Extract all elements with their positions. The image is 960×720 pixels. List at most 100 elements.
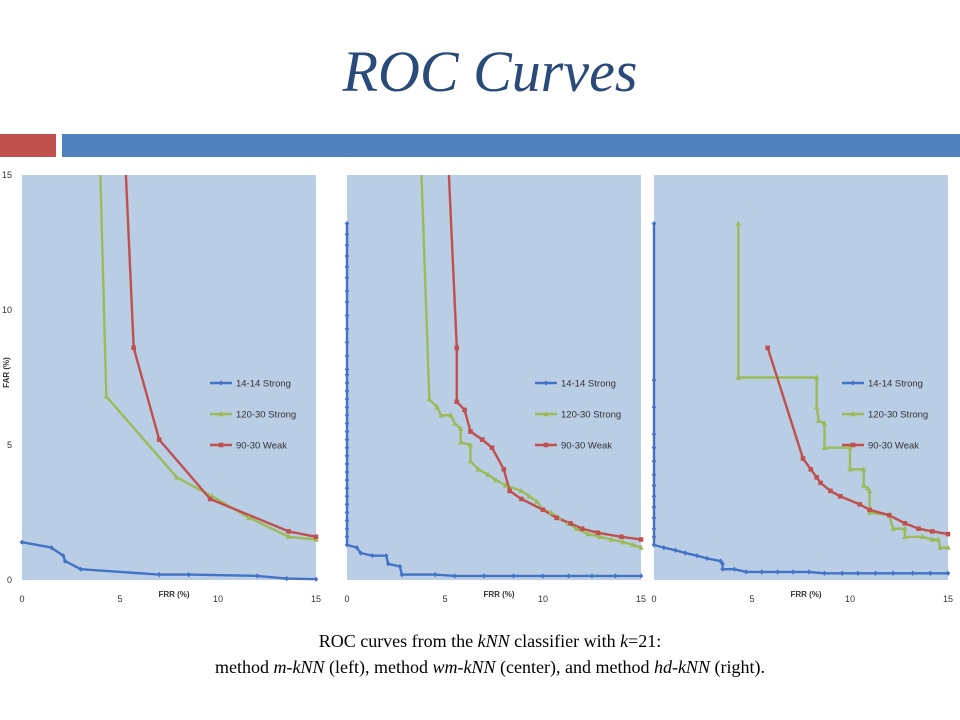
data-point [595, 530, 601, 536]
legend-label: 120-30 Strong [561, 410, 621, 421]
data-point [434, 404, 440, 410]
legend-label: 90-30 Weak [868, 441, 919, 452]
data-point [597, 533, 603, 539]
data-point [344, 509, 350, 516]
data-point [344, 437, 350, 443]
data-point [902, 525, 908, 531]
data-point [344, 412, 350, 418]
data-point [534, 498, 540, 504]
data-point [902, 533, 908, 539]
data-point [344, 420, 350, 426]
roc-chart-center: 0 5 10 15 FRR (%) 14-14 Strong 120-30 Strong 90… [344, 175, 646, 604]
data-point [573, 525, 580, 531]
data-point [502, 482, 509, 488]
data-point [507, 488, 512, 494]
data-point [548, 509, 554, 515]
data-point [735, 374, 742, 380]
caption-italic: kNN [477, 631, 510, 651]
data-point [543, 411, 549, 417]
x-tick-label: 15 [943, 594, 953, 604]
plot-area [347, 175, 641, 580]
x-tick-label: 15 [311, 594, 321, 604]
data-point [886, 512, 892, 518]
data-point [630, 541, 636, 548]
data-point [814, 475, 819, 480]
data-point [156, 437, 162, 442]
data-point [344, 428, 350, 435]
y-tick-label: 5 [7, 440, 12, 450]
data-point [526, 493, 533, 499]
data-point [566, 573, 571, 579]
x-axis-label: FRR (%) [790, 590, 821, 599]
data-point [432, 572, 438, 578]
data-point [673, 547, 678, 553]
data-point [890, 570, 896, 576]
data-point [929, 536, 936, 542]
data-point [937, 544, 943, 550]
data-point [813, 404, 820, 410]
data-point [438, 412, 444, 418]
caption-line-1: ROC curves from the kNN classifier with … [0, 628, 960, 654]
data-point [620, 539, 627, 545]
caption-italic: k [620, 631, 629, 651]
data-point [344, 453, 350, 459]
data-point [540, 507, 546, 513]
x-tick-label: 10 [845, 594, 855, 604]
data-point [720, 561, 725, 567]
data-point [651, 542, 657, 548]
data-point [608, 536, 615, 542]
data-point [847, 466, 853, 472]
data-point [344, 485, 350, 491]
data-point [344, 477, 350, 483]
data-point [489, 445, 495, 450]
data-point [866, 487, 873, 494]
data-point [661, 545, 667, 551]
data-point [397, 563, 403, 570]
plot-area [22, 175, 316, 580]
x-tick-label: 10 [213, 594, 223, 604]
caption-text: classifier with [509, 631, 621, 651]
x-axis-label: FRR (%) [158, 590, 189, 599]
caption-text: (center), and method [495, 657, 654, 677]
data-point [619, 534, 624, 540]
data-point [485, 471, 491, 477]
data-point [873, 570, 878, 576]
data-point [945, 544, 951, 550]
data-point [286, 529, 291, 534]
caption-text: ROC curves from the [318, 631, 478, 651]
data-point [815, 417, 822, 423]
data-point [285, 533, 292, 539]
data-point [860, 466, 867, 472]
caption-text: =21: [628, 631, 662, 651]
data-point [800, 456, 806, 461]
data-point [344, 242, 350, 248]
data-point [935, 536, 941, 542]
y-tick-label: 15 [2, 170, 12, 180]
data-point [344, 388, 350, 394]
roc-chart-right: 0 5 10 15 FRR (%) 14-14 Strong 120-30 Strong 90… [651, 175, 953, 604]
legend-label: 14-14 Strong [236, 379, 291, 390]
data-point [822, 570, 827, 576]
data-point [426, 396, 433, 402]
legend-label: 14-14 Strong [868, 379, 923, 390]
data-point [519, 496, 524, 502]
data-point [344, 231, 350, 237]
data-point [890, 525, 896, 531]
data-point [49, 545, 54, 551]
data-point [354, 545, 360, 551]
data-point [186, 572, 191, 578]
data-point [284, 576, 289, 582]
data-point [218, 380, 224, 386]
x-tick-label: 0 [651, 594, 656, 604]
data-point [813, 374, 820, 380]
data-point [743, 569, 749, 575]
data-point [467, 442, 474, 448]
caption-line-2: method m-kNN (left), method wm-kNN (cent… [0, 654, 960, 680]
caption-text: (right). [709, 657, 765, 677]
data-point [850, 411, 856, 417]
data-point [467, 458, 474, 464]
data-point [344, 469, 350, 475]
data-point [850, 442, 856, 448]
data-point [821, 444, 828, 450]
x-tick-label: 5 [442, 594, 447, 604]
